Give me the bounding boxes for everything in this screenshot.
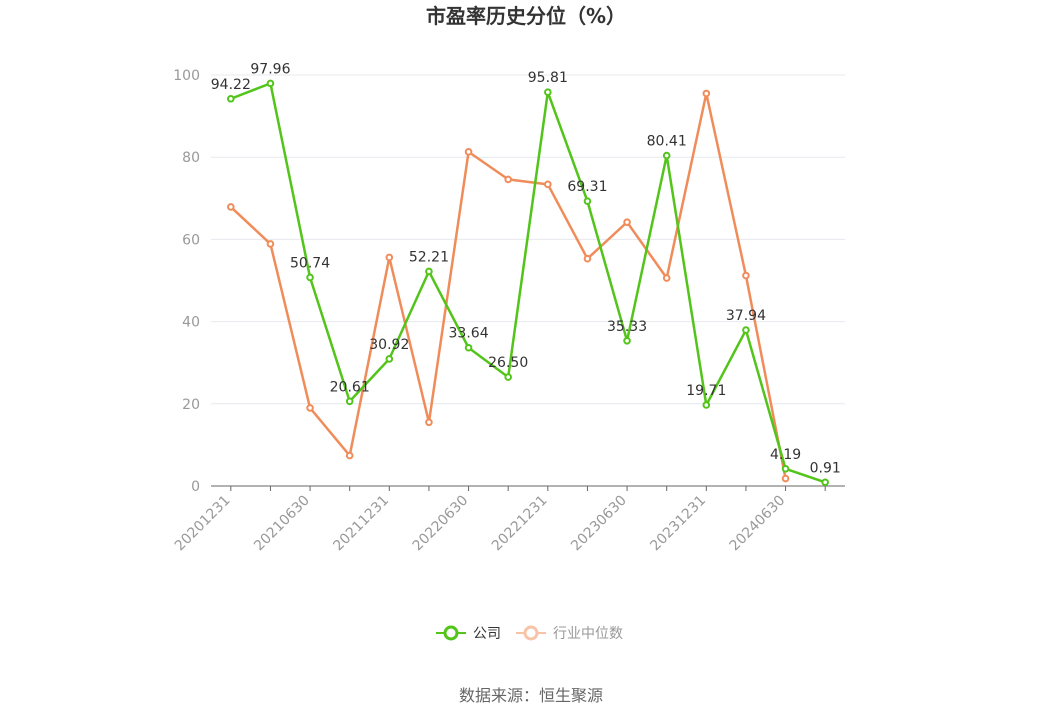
company-value-label-20240630: 4.19 <box>770 447 801 463</box>
company-value-label-20230930: 80.41 <box>647 134 687 150</box>
y-tick-label-100: 100 <box>173 68 200 84</box>
industry-median-point-20231231[interactable] <box>702 89 711 98</box>
company-point-20240331[interactable] <box>742 326 750 334</box>
legend-industry-label: 行业中位数 <box>553 626 623 642</box>
company-point-20220331[interactable] <box>425 267 433 276</box>
industry-median-point-20240630[interactable] <box>781 474 790 483</box>
company-value-label-20220630: 33.64 <box>449 326 489 342</box>
industry-median-point-20220630[interactable] <box>464 148 473 156</box>
x-tick-label-20230630: 20230630 <box>568 493 630 555</box>
legend[interactable]: 公司 行业中位数 <box>436 625 623 642</box>
company-value-label-20210331: 97.96 <box>250 61 290 77</box>
x-tick-label-20240630: 20240630 <box>727 493 789 555</box>
company-point-20210930[interactable] <box>345 397 354 406</box>
legend-item-industry-median[interactable]: 行业中位数 <box>516 625 623 642</box>
y-tick-label-60: 60 <box>182 232 200 248</box>
company-point-20221231[interactable] <box>544 88 552 97</box>
series-line-company <box>230 82 826 484</box>
company-point-20210331[interactable] <box>266 79 275 88</box>
industry-median-point-20230331[interactable] <box>583 254 592 263</box>
x-tick-label-20210630: 20210630 <box>251 493 313 555</box>
company-point-20201231[interactable] <box>227 94 235 103</box>
x-tick-label-20231231: 20231231 <box>647 493 709 555</box>
legend-company-marker <box>443 625 459 641</box>
industry-median-point-20210630[interactable] <box>306 404 314 412</box>
company-value-label-20230331: 69.31 <box>567 179 607 195</box>
industry-median-point-20211231[interactable] <box>385 253 394 262</box>
company-point-20211231[interactable] <box>385 355 394 363</box>
legend-company-label: 公司 <box>473 626 501 642</box>
company-point-20230331[interactable] <box>583 197 592 205</box>
company-point-20240930[interactable] <box>821 478 829 487</box>
company-point-20240630[interactable] <box>781 464 790 473</box>
series-layer <box>227 79 829 487</box>
company-value-label-20211231: 30.92 <box>369 337 409 353</box>
industry-median-point-20220331[interactable] <box>425 418 433 427</box>
company-value-label-20201231: 94.22 <box>211 77 251 93</box>
industry-median-point-20210331[interactable] <box>266 240 275 248</box>
industry-median-point-20221231[interactable] <box>544 180 552 189</box>
company-point-20230630[interactable] <box>623 336 631 345</box>
legend-item-company[interactable]: 公司 <box>436 625 501 642</box>
y-tick-label-20: 20 <box>182 397 200 413</box>
industry-median-point-20230630[interactable] <box>623 218 631 226</box>
x-tick-label-20220630: 20220630 <box>410 493 472 555</box>
company-value-label-20240930: 0.91 <box>810 460 841 476</box>
y-tick-label-80: 80 <box>182 150 200 166</box>
company-point-20231231[interactable] <box>702 401 711 409</box>
y-tick-label-0: 0 <box>191 479 200 495</box>
industry-median-point-20201231[interactable] <box>227 203 235 211</box>
x-tick-label-20221231: 20221231 <box>489 493 551 555</box>
data-source-note: 数据来源：恒生聚源 <box>459 686 603 705</box>
company-value-label-20210930: 20.61 <box>330 379 370 395</box>
y-axis-ticks: 0 20 40 60 80 100 <box>173 68 200 495</box>
industry-median-point-20210930[interactable] <box>345 451 354 460</box>
legend-industry-marker <box>523 625 539 641</box>
company-value-label-20220930: 26.50 <box>488 355 528 371</box>
company-value-label-20230630: 35.33 <box>607 319 647 335</box>
industry-median-point-20240331[interactable] <box>742 271 750 280</box>
company-value-label-20220331: 52.21 <box>409 249 449 265</box>
x-tick-label-20201231: 20201231 <box>172 493 234 555</box>
company-point-20210630[interactable] <box>306 273 314 282</box>
company-value-label-20231231: 19.71 <box>686 383 726 399</box>
industry-median-point-20230930[interactable] <box>662 274 671 282</box>
company-value-label-20210630: 50.74 <box>290 255 330 271</box>
company-value-label-20221231: 95.81 <box>528 70 568 86</box>
x-axis-ticks: 20201231 20210630 20211231 20220630 20221231… <box>172 486 826 555</box>
x-tick-label-20211231: 20211231 <box>330 493 392 555</box>
company-point-20220930[interactable] <box>504 373 512 381</box>
y-tick-label-40: 40 <box>182 315 200 331</box>
company-point-20230930[interactable] <box>662 151 671 160</box>
industry-median-point-20220930[interactable] <box>504 175 512 184</box>
chart-title: 市盈率历史分位（%） <box>426 4 626 28</box>
company-point-20220630[interactable] <box>464 343 473 352</box>
company-value-label-20240331: 37.94 <box>726 308 766 324</box>
